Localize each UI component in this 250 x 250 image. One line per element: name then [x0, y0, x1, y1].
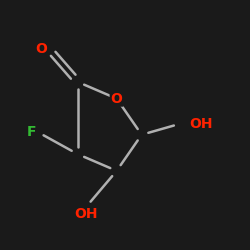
Text: O: O [36, 42, 48, 56]
Text: OH: OH [189, 116, 212, 130]
Text: O: O [111, 92, 122, 106]
Text: OH: OH [74, 207, 98, 221]
Text: F: F [27, 125, 37, 139]
